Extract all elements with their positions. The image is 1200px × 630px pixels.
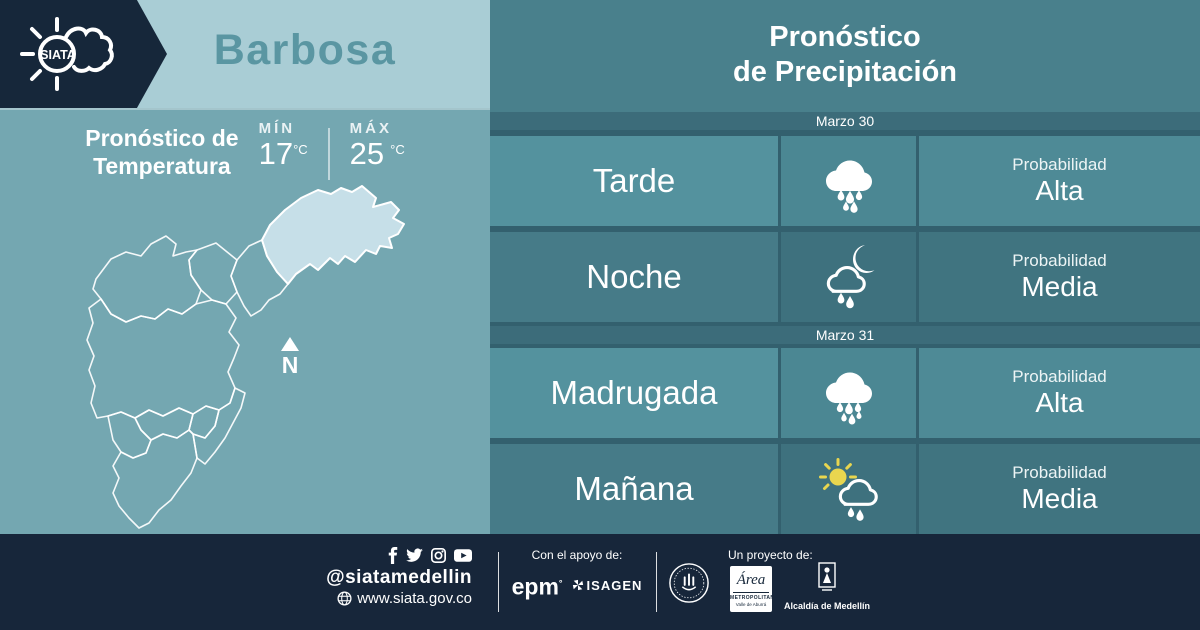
probability-label: Probabilidad (1012, 251, 1107, 271)
twitter-icon[interactable] (406, 548, 423, 562)
map-region-caldas (112, 429, 198, 529)
probability-label: Probabilidad (1012, 367, 1107, 387)
social-icons (326, 546, 472, 564)
probability-cell: Probabilidad Media (919, 232, 1200, 322)
forecast-row-tarde: Tarde Probabilidad Alta (490, 136, 1200, 226)
period-label: Noche (490, 232, 778, 322)
sun-rain-icon (818, 458, 878, 521)
weather-icon-cell (781, 136, 916, 226)
temp-min-number: 17 (258, 136, 294, 171)
alcaldia-emblem-icon (818, 562, 836, 591)
period-label: Tarde (490, 136, 778, 226)
instagram-icon[interactable] (431, 547, 446, 563)
temperature-block: Pronóstico de Temperatura MÍN 17°C MÁX 2… (0, 120, 490, 180)
probability-cell: Probabilidad Alta (919, 348, 1200, 438)
probability-label: Probabilidad (1012, 463, 1107, 483)
forecast-row-madrugada: Madrugada Probabil (490, 348, 1200, 438)
globe-icon (337, 591, 352, 606)
temperature-title-line1: Pronóstico de (85, 125, 239, 151)
temperature-title: Pronóstico de Temperatura (85, 120, 238, 180)
probability-value: Alta (1035, 174, 1084, 206)
footer-divider (498, 552, 499, 612)
temperature-map-panel: N Pronóstico de Temperatura MÍN 17°C MÁX… (0, 110, 490, 534)
map-region-medellin (86, 298, 240, 419)
facebook-icon[interactable] (388, 546, 398, 564)
precipitation-forecast-panel: Marzo 30 Tarde (490, 112, 1200, 534)
probability-value: Media (1021, 270, 1098, 302)
sponsor-logos: epm° ISAGEN (502, 572, 652, 599)
area-logo-line3: Valle de Aburrá (735, 602, 767, 607)
map-region-barbosa (261, 185, 405, 285)
rain-cloud-icon (825, 372, 872, 425)
precip-title-line1: Pronóstico (769, 21, 921, 53)
siata-logo-text: SIATA (40, 48, 76, 62)
probability-value: Alta (1035, 386, 1084, 418)
header-separator (0, 108, 490, 110)
municipality-title: Barbosa (213, 26, 397, 74)
isagen-pinwheel-icon (572, 580, 583, 591)
temperature-title-line2: Temperatura (93, 153, 231, 179)
area-logo-script: Área (733, 568, 769, 593)
siata-brand-arrow: SIATA (0, 0, 167, 108)
website-row: www.siata.gov.co (326, 590, 472, 607)
probability-label: Probabilidad (1012, 155, 1107, 175)
probability-cell: Probabilidad Media (919, 444, 1200, 534)
website-url[interactable]: www.siata.gov.co (357, 590, 472, 607)
temp-max-value: 25 °C (350, 137, 405, 177)
map-region-itagui (134, 407, 194, 441)
date-strip-marzo-31: Marzo 31 (490, 326, 1200, 344)
date-strip-marzo-30: Marzo 30 (490, 112, 1200, 130)
weather-icon-cell (781, 348, 916, 438)
probability-cell: Probabilidad Alta (919, 136, 1200, 226)
aburra-valley-map: N (86, 185, 405, 529)
temp-max-unit: °C (390, 142, 405, 157)
map-region-envigado (192, 387, 246, 465)
epm-logo: epm° (511, 573, 563, 600)
map-region-sabaneta (188, 405, 220, 439)
project-label: Un proyecto de: (728, 548, 813, 562)
temp-divider (327, 128, 330, 180)
compass-north-icon: N (281, 337, 299, 378)
temp-max-label: MÁX (349, 120, 393, 137)
university-seal-logo (668, 562, 710, 609)
compass-label: N (282, 352, 299, 378)
area-metropolitana-logo: Área METROPOLITANA Valle de Aburrá (730, 566, 772, 612)
date-label: Marzo 31 (815, 327, 875, 343)
map-region-bello (92, 235, 202, 323)
siata-sun-cloud-logo: SIATA (20, 17, 114, 91)
period-label: Madrugada (490, 348, 778, 438)
forecast-row-noche: Noche Probabilidad Media (490, 232, 1200, 322)
temp-max-number: 25 (349, 136, 385, 171)
area-logo-line2: METROPOLITANA (730, 595, 772, 601)
forecast-row-manana: Mañana (490, 444, 1200, 534)
siata-contact-block: @siatamedellin www.siata.gov.co (326, 546, 472, 607)
isagen-logo-text: ISAGEN (586, 577, 643, 593)
period-label: Mañana (490, 444, 778, 534)
footer: @siatamedellin www.siata.gov.co Con el a… (0, 534, 1200, 630)
alcaldia-label: Alcaldía de Medellín (783, 601, 871, 611)
weather-icon-cell (781, 232, 916, 322)
isagen-logo: ISAGEN (572, 578, 643, 593)
weather-icon-cell (781, 444, 916, 534)
rain-cloud-icon (825, 160, 872, 213)
youtube-icon[interactable] (454, 548, 472, 562)
support-label: Con el apoyo de: (531, 548, 623, 562)
precipitation-header: Pronóstico de Precipitación (490, 0, 1200, 112)
precip-title-line2: de Precipitación (732, 56, 957, 88)
temp-min-block: MÍN 17°C (259, 120, 308, 177)
alcaldia-medellin-logo: Alcaldía de Medellín (782, 562, 872, 611)
map-region-la-estrella (107, 411, 152, 459)
epm-logo-text: epm (511, 573, 559, 600)
social-handle[interactable]: @siatamedellin (326, 567, 472, 588)
temp-min-label: MÍN (258, 120, 296, 137)
moon-rain-icon (826, 245, 874, 309)
footer-divider (656, 552, 657, 612)
temp-min-unit: °C (293, 142, 308, 157)
date-label: Marzo 30 (815, 113, 875, 129)
temp-max-block: MÁX 25 °C (350, 120, 405, 177)
probability-value: Media (1021, 482, 1098, 514)
temp-min-value: 17°C (259, 137, 308, 177)
